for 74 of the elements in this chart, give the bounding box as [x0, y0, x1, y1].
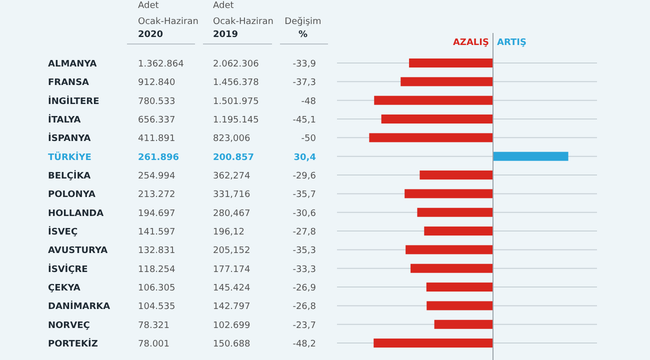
y-tick-label: İSPANYA — [48, 132, 91, 144]
data-label: -26,8 — [292, 302, 316, 312]
data-label: -45,1 — [292, 116, 316, 126]
text: 2019 — [213, 30, 238, 40]
text: 1.195.145 — [213, 116, 259, 126]
text: 254.994 — [138, 172, 176, 182]
text: 823,006 — [213, 134, 250, 144]
y-tick-label: HOLLANDA — [48, 208, 104, 219]
text: 1.501.975 — [213, 96, 259, 107]
text: 102.699 — [213, 320, 250, 331]
text: Adet — [213, 1, 234, 11]
text: 78.321 — [138, 320, 170, 331]
text: 150.688 — [213, 340, 250, 350]
data-label: -50 — [301, 134, 316, 144]
text: 261.896 — [138, 152, 179, 163]
y-tick-label: BELÇİKA — [48, 170, 91, 182]
text: 2020 — [138, 30, 164, 40]
y-tick-label: İSVEÇ — [48, 226, 78, 238]
y-tick-label: ÇEKYA — [48, 284, 80, 294]
data-label: -35,7 — [292, 190, 316, 200]
text: 145.424 — [213, 284, 250, 294]
y-tick-label: AVUSTURYA — [48, 246, 108, 256]
text: 196,12 — [213, 228, 244, 238]
text: 142.797 — [213, 302, 250, 312]
y-tick-label: İSVİÇRE — [48, 262, 88, 275]
y-tick-label: İNGİLTERE — [48, 94, 100, 107]
text: 780.533 — [138, 96, 176, 107]
text: 194.697 — [138, 208, 176, 219]
y-tick-label: PORTEKİZ — [48, 338, 98, 350]
text: 213.272 — [138, 190, 176, 200]
text: 2.062.306 — [213, 60, 260, 70]
y-tick-label: NORVEÇ — [48, 320, 90, 331]
data-label: -23,7 — [292, 320, 316, 331]
text: 106.305 — [138, 284, 176, 294]
data-label: -35,3 — [292, 246, 316, 256]
text: 362,274 — [213, 172, 250, 182]
data-label: -37,3 — [292, 78, 316, 88]
text: 141.597 — [138, 228, 176, 238]
text: 1.362.864 — [138, 60, 184, 70]
text: 200.857 — [213, 152, 254, 163]
data-label: 30,4 — [294, 152, 316, 163]
y-tick-label: TÜRKİYE — [48, 150, 92, 163]
text: 205,152 — [213, 246, 250, 256]
annotation: AZALIŞ — [452, 38, 489, 48]
text: 411.891 — [138, 134, 176, 144]
data-label: -29,6 — [292, 172, 316, 182]
text: 331,716 — [213, 190, 250, 200]
data-label: -48,2 — [292, 340, 316, 350]
y-tick-label: ALMANYA — [48, 60, 97, 70]
text: 656.337 — [138, 116, 176, 126]
text: % — [298, 30, 308, 40]
text: 132.831 — [138, 246, 176, 256]
y-tick-label: DANİMARKA — [48, 300, 110, 312]
text: 1.456.378 — [213, 78, 260, 88]
text: 280,467 — [213, 208, 250, 219]
text: 78.001 — [138, 340, 170, 350]
text: 177.174 — [213, 264, 250, 275]
data-label: -48 — [301, 96, 316, 107]
data-label: -33,9 — [292, 60, 316, 70]
text: Değişim — [284, 16, 322, 27]
text: 912.840 — [138, 78, 176, 88]
annotation: ARTIŞ — [497, 38, 526, 48]
y-tick-label: FRANSA — [48, 78, 90, 88]
y-tick-label: İTALYA — [48, 114, 81, 126]
text: Adet — [138, 1, 160, 11]
text: 118.254 — [138, 264, 176, 275]
text: Ocak-Haziran — [213, 17, 274, 27]
y-tick-label: POLONYA — [48, 190, 96, 200]
data-label: -26,9 — [292, 284, 316, 294]
text: 104.535 — [138, 302, 176, 312]
text: Ocak-Haziran — [138, 17, 198, 27]
data-label: -27,8 — [292, 228, 316, 238]
data-label: -33,3 — [292, 264, 316, 275]
data-label: -30,6 — [292, 208, 316, 219]
